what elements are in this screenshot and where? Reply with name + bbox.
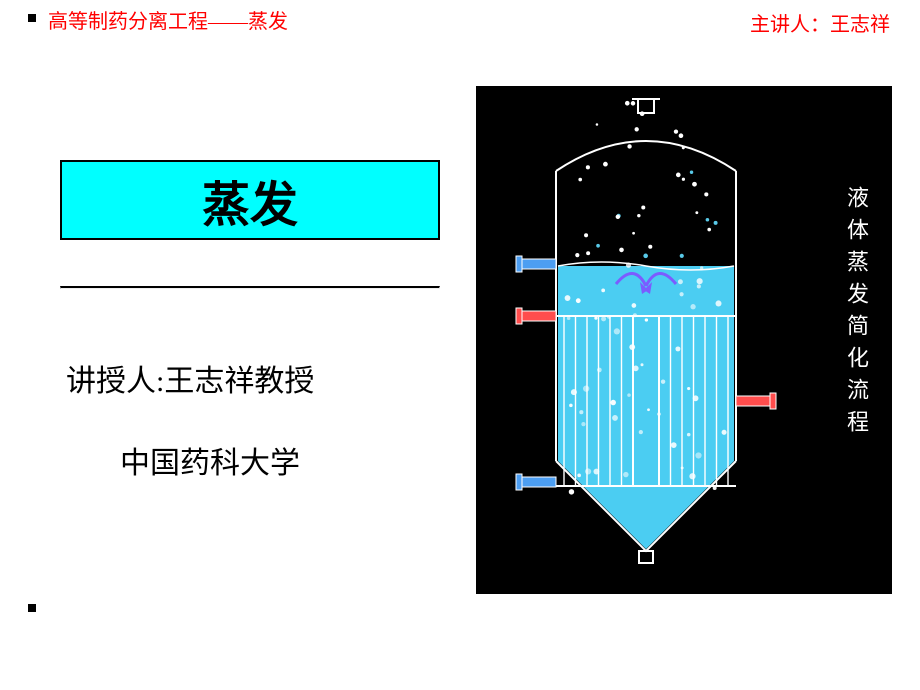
bullet-icon	[28, 604, 36, 612]
header-right-name: 王志祥	[830, 14, 890, 36]
evaporator-diagram: 液体蒸发简化流程	[476, 86, 892, 594]
title-box: 蒸发	[60, 160, 440, 240]
slide-header: 高等制药分离工程——蒸发 主讲人：王志祥	[0, 0, 920, 36]
lecturer-line: 讲授人:王志祥教授	[66, 356, 314, 400]
header-right-text: 主讲人：王志祥	[750, 8, 890, 37]
bullet-icon	[28, 14, 36, 22]
slide-content: 蒸发 讲授人:王志祥教授 中国药科大学 液体蒸发简化流程	[0, 36, 920, 656]
diagram-label: 液体蒸发简化流程	[840, 186, 872, 442]
header-left-text: 高等制药分离工程——蒸发	[48, 8, 288, 36]
evaporator-svg	[476, 86, 892, 594]
university-line: 中国药科大学	[120, 438, 300, 482]
divider-line	[60, 286, 440, 289]
title-text: 蒸发	[202, 165, 298, 235]
header-right-prefix: 主讲人：	[750, 14, 830, 36]
